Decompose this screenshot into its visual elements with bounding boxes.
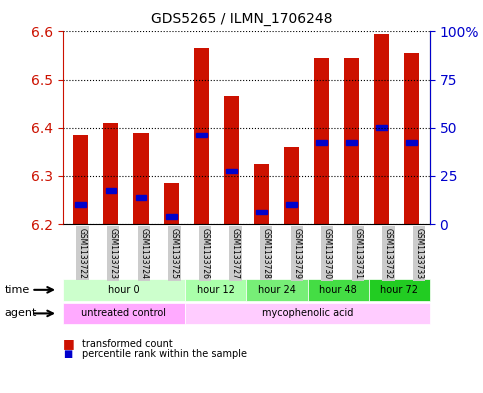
Text: hour 12: hour 12: [197, 285, 235, 295]
Text: GSM1133727: GSM1133727: [231, 228, 240, 279]
Bar: [224, 96, 239, 224]
Text: GSM1133725: GSM1133725: [170, 228, 179, 279]
Bar: [314, 58, 329, 224]
Bar: [374, 34, 389, 224]
Bar: [316, 140, 327, 145]
Bar: [376, 125, 387, 130]
Bar: [75, 202, 86, 207]
Text: GSM1133723: GSM1133723: [109, 228, 118, 279]
Text: GSM1133731: GSM1133731: [354, 228, 362, 279]
Bar: [194, 48, 209, 224]
Bar: [404, 53, 419, 224]
Bar: [103, 123, 118, 224]
Bar: [406, 140, 417, 145]
Bar: [105, 188, 116, 193]
Text: percentile rank within the sample: percentile rank within the sample: [82, 349, 247, 360]
Bar: [133, 132, 149, 224]
Bar: [286, 202, 297, 207]
Text: GSM1133728: GSM1133728: [262, 228, 270, 279]
Text: transformed count: transformed count: [82, 339, 173, 349]
Text: GSM1133726: GSM1133726: [200, 228, 210, 279]
Bar: [136, 195, 146, 200]
Bar: [73, 135, 88, 224]
Text: mycophenolic acid: mycophenolic acid: [262, 309, 353, 318]
Bar: [254, 164, 269, 224]
Text: agent: agent: [5, 309, 37, 318]
Text: GSM1133732: GSM1133732: [384, 228, 393, 279]
Text: GSM1133730: GSM1133730: [323, 228, 332, 279]
Text: GSM1133724: GSM1133724: [139, 228, 148, 279]
Text: ■: ■: [63, 337, 74, 351]
Bar: [284, 147, 299, 224]
Bar: [164, 183, 179, 224]
Bar: [166, 215, 176, 219]
Bar: [344, 58, 359, 224]
Text: time: time: [5, 285, 30, 295]
Bar: [226, 169, 237, 173]
Text: ■: ■: [63, 349, 72, 360]
Text: hour 24: hour 24: [258, 285, 296, 295]
Text: GSM1133729: GSM1133729: [292, 228, 301, 279]
Bar: [196, 132, 207, 138]
Bar: [256, 209, 267, 215]
Text: untreated control: untreated control: [82, 309, 167, 318]
Bar: [346, 140, 357, 145]
Text: GDS5265 / ILMN_1706248: GDS5265 / ILMN_1706248: [151, 12, 332, 26]
Text: hour 48: hour 48: [319, 285, 357, 295]
Text: hour 72: hour 72: [380, 285, 418, 295]
Text: GSM1133733: GSM1133733: [414, 228, 424, 279]
Text: GSM1133722: GSM1133722: [78, 228, 87, 279]
Text: hour 0: hour 0: [108, 285, 140, 295]
